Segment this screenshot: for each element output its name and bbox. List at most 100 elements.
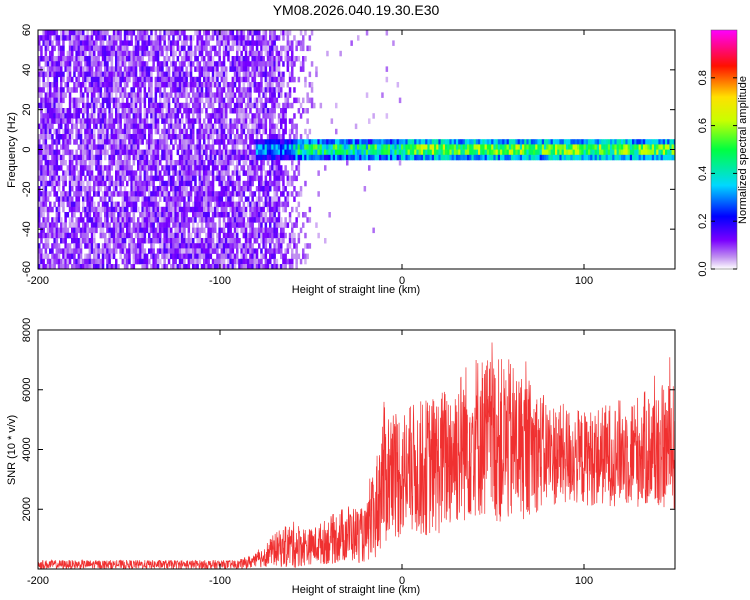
spectrogram-cell <box>187 61 191 67</box>
spectrogram-cell <box>196 87 199 93</box>
spectrogram-cell <box>207 128 210 135</box>
spectrogram-cell <box>242 180 246 187</box>
spectrogram-cell <box>233 61 237 67</box>
spectrogram-cell <box>198 123 202 130</box>
spectrogram-cell <box>264 248 268 254</box>
spectrogram-cell <box>176 97 180 104</box>
spectrogram-cell <box>374 154 378 161</box>
spectrogram-cell <box>306 144 309 150</box>
spectrogram-cell <box>282 238 285 244</box>
spectrogram-cell <box>44 50 48 57</box>
spectrogram-cell <box>244 92 248 98</box>
spectrogram-cell <box>88 71 92 78</box>
spectrogram-cell <box>139 186 142 192</box>
spectrogram-cell <box>262 139 265 145</box>
spectrogram-cell <box>51 253 54 260</box>
spectrogram-cell <box>194 217 197 223</box>
spectrogram-cell <box>260 165 263 171</box>
spectrogram-cell <box>99 108 103 114</box>
spectrogram-cell <box>238 134 241 140</box>
spectrogram-cell <box>79 97 83 104</box>
spectrogram-cell <box>308 243 312 249</box>
spectrogram-cell <box>297 212 301 218</box>
spectrogram-cell <box>93 61 96 67</box>
spectrogram-cell <box>198 238 202 244</box>
spectrogram-cell <box>106 253 109 260</box>
spectrogram-cell <box>229 175 232 182</box>
spectrogram-cell <box>174 71 177 78</box>
spectrogram-cell <box>286 175 290 182</box>
spectrogram-cell <box>209 123 213 130</box>
spectrogram-cell <box>288 30 292 36</box>
spectrogram-cell <box>97 206 100 213</box>
spectrogram-cell <box>385 139 389 145</box>
spectrogram-cell <box>231 108 235 114</box>
spectrogram-cell <box>249 222 252 228</box>
spectrogram-cell <box>82 201 85 208</box>
spectrogram-cell <box>115 170 118 176</box>
spectrogram-cell <box>225 66 228 72</box>
spectrogram-cell <box>150 248 153 254</box>
spectrogram-cell <box>128 248 131 254</box>
spectrogram-cell <box>123 144 127 150</box>
spectrogram-cell <box>154 253 158 260</box>
spectrogram-cell <box>559 149 562 156</box>
spectrogram-cell <box>108 170 111 176</box>
spectrogram-cell <box>99 71 103 78</box>
spectrogram-cell <box>143 102 147 109</box>
spectrogram-cell <box>115 45 118 52</box>
spectrogram-cell <box>119 128 122 135</box>
spectrogram-cell <box>207 196 210 202</box>
spectrogram-cell <box>445 139 448 145</box>
spectrogram-cell <box>198 206 202 213</box>
spectrogram-cell <box>145 149 149 156</box>
spectrogram-cell <box>170 123 173 130</box>
spectrogram-cell <box>156 61 160 67</box>
spectrogram-cell <box>205 217 208 223</box>
spectrogram-cell <box>361 144 364 150</box>
spectrogram-cell <box>227 139 230 145</box>
spectrogram-cell <box>464 154 468 161</box>
spectrogram-cell <box>176 191 180 197</box>
spectrogram-cell <box>71 45 74 52</box>
spectrogram-cell <box>42 227 45 234</box>
spectrogram-cell <box>231 186 235 192</box>
spectrogram-cell <box>62 238 65 244</box>
spectrogram-cell <box>108 222 111 228</box>
spectrogram-cell <box>240 196 243 202</box>
spectrogram-cell <box>253 160 257 166</box>
spectrogram-cell <box>130 206 133 213</box>
spectrogram-cell <box>159 40 162 46</box>
spectrogram-cell <box>264 113 268 119</box>
spectrogram-cell <box>117 97 120 104</box>
spectrogram-cell <box>126 45 129 52</box>
spectrogram-cell <box>227 160 230 166</box>
spectrogram-cell <box>156 165 160 171</box>
spectrogram-cell <box>62 87 65 93</box>
spectrogram-cell <box>295 139 298 145</box>
spectrogram-cell <box>145 217 149 223</box>
spectrogram-cell <box>242 97 246 104</box>
spectrogram-cell <box>192 238 195 244</box>
spectrogram-cell <box>106 97 109 104</box>
spectrogram-cell <box>152 139 155 145</box>
spectrogram-cell <box>522 139 525 145</box>
spectrogram-cell <box>264 108 268 114</box>
spectrogram-cell <box>183 92 186 98</box>
spectrogram-cell <box>106 243 109 249</box>
spectrogram-cell <box>238 222 241 228</box>
spectrogram-cell <box>119 154 122 161</box>
spectrogram-cell <box>79 118 83 124</box>
spectrogram-cell <box>84 40 87 46</box>
spectrogram-cell <box>273 71 276 78</box>
spectrogram-cell <box>174 243 177 249</box>
spectrogram-cell <box>183 201 186 208</box>
spectrogram-cell <box>99 134 103 140</box>
spectrogram-cell <box>238 56 241 62</box>
spectrogram-cell <box>258 222 261 228</box>
spectrogram-cell <box>381 139 384 145</box>
spectrogram-cell <box>62 30 65 36</box>
spectrogram-cell <box>264 71 268 78</box>
spectrogram-cell <box>150 128 153 135</box>
spectrogram-cell <box>456 149 459 156</box>
